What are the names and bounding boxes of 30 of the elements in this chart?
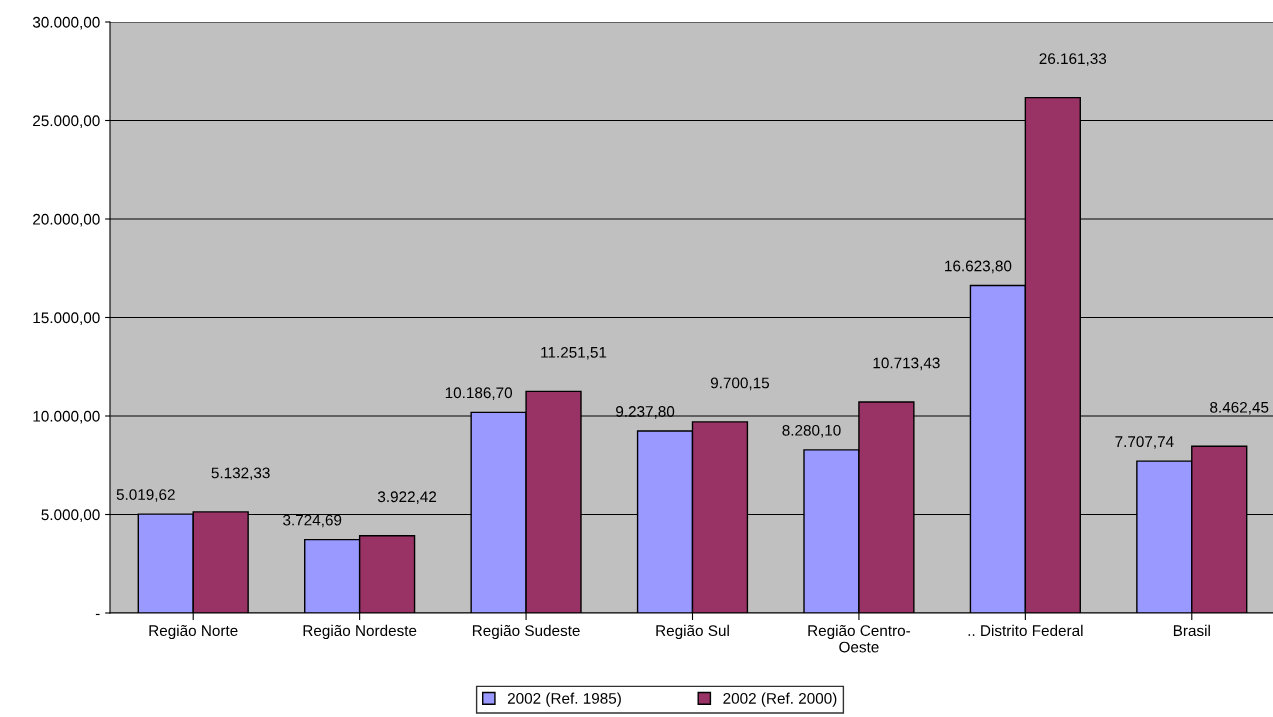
legend-label: 2002 (Ref. 1985): [507, 692, 621, 707]
y-tick-label: 30.000,00: [32, 16, 100, 30]
y-tick-label: 20.000,00: [33, 213, 100, 227]
x-tick-label: Região Sul: [656, 624, 729, 640]
data-label: 10.713,43: [873, 357, 940, 371]
y-tick-label: 5.000,00: [41, 509, 100, 522]
data-label: 9.700,15: [710, 377, 770, 391]
data-label: 16.623,80: [945, 260, 1012, 274]
x-tick-label: Região Nordeste: [303, 624, 417, 640]
x-tick-label: .. Distrito Federal: [968, 624, 1083, 637]
data-label: 11.251,51: [541, 346, 607, 360]
y-tick-label: -: [95, 613, 100, 616]
data-label: 5.132,33: [211, 467, 270, 481]
x-tick-label: Região Sudeste: [472, 624, 580, 640]
y-tick-label: 10.000,00: [33, 410, 100, 424]
data-label: 10.186,70: [445, 387, 513, 400]
data-label: 26.161,33: [1039, 53, 1107, 66]
legend-label: 2002 (Ref. 2000): [723, 692, 837, 707]
y-tick-label: 15.000,00: [33, 312, 100, 325]
y-tick-label: 25.000,00: [33, 115, 100, 128]
data-label: 8.280,10: [782, 424, 841, 438]
data-label: 3.922,42: [377, 491, 437, 504]
x-tick-label: Brasil: [1173, 624, 1210, 637]
data-label: 8.462,45: [1210, 401, 1269, 415]
x-tick-label: Região Centro- Oeste: [808, 624, 911, 653]
data-label: 9.237,80: [616, 406, 675, 419]
x-tick-label: Região Norte: [149, 624, 238, 640]
data-label: 3.724,69: [283, 514, 342, 528]
data-label: 5.019,62: [116, 489, 175, 502]
data-label: 7.707,74: [1115, 436, 1174, 449]
